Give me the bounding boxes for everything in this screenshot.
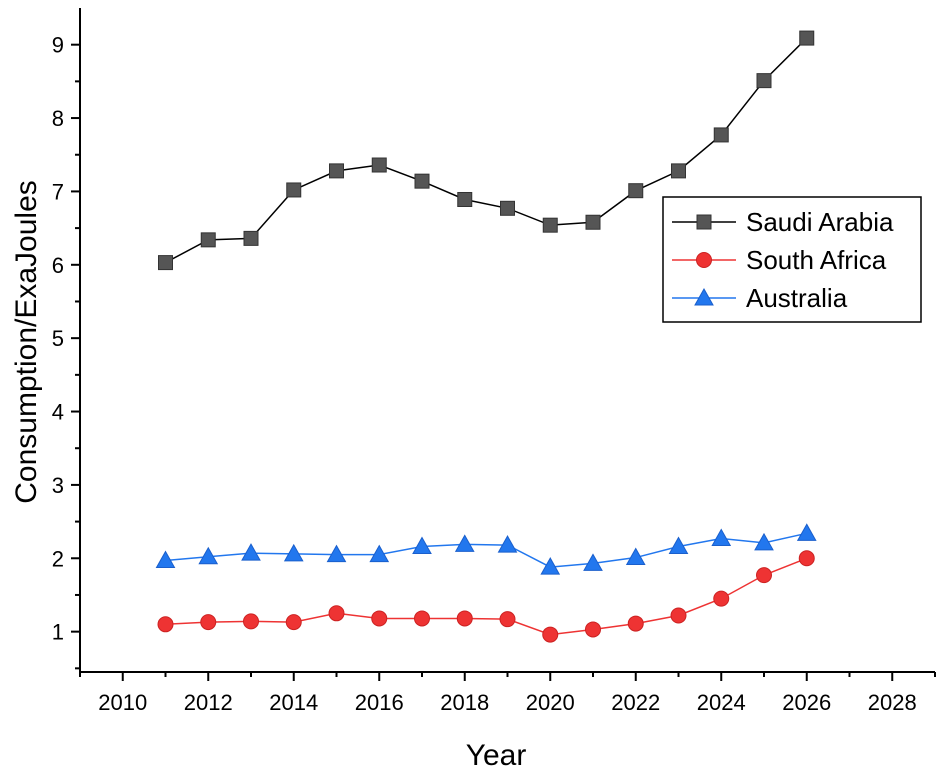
legend-entries: Saudi Arabia South Africa Australia — [672, 207, 894, 313]
axes — [79, 8, 935, 673]
x-tick-label: 2012 — [184, 690, 233, 715]
data-point-saudi-arabia — [542, 217, 558, 233]
data-point-australia — [540, 557, 561, 575]
data-point-south-africa — [756, 567, 772, 584]
data-point-saudi-arabia — [585, 214, 601, 230]
data-point-saudi-arabia — [671, 163, 686, 179]
data-point-south-africa — [627, 615, 644, 632]
series-south-africa — [157, 550, 815, 643]
data-point-saudi-arabia — [628, 183, 644, 199]
x-tick-label: 2022 — [611, 690, 660, 715]
data-point-south-africa — [456, 610, 473, 627]
data-point-australia — [454, 534, 475, 552]
data-point-australia — [497, 535, 518, 553]
series-line-south-africa — [165, 557, 808, 636]
y-tick-label: 2 — [52, 546, 64, 571]
data-point-south-africa — [670, 607, 687, 624]
y-tick-label: 9 — [52, 33, 64, 58]
y-tick-label: 3 — [52, 473, 64, 498]
data-point-saudi-arabia — [158, 255, 173, 271]
data-point-south-africa — [285, 614, 302, 631]
series-line-australia — [165, 532, 807, 568]
legend-label-saudi-arabia: Saudi Arabia — [746, 207, 894, 237]
data-point-australia — [754, 532, 774, 551]
data-point-australia — [326, 544, 347, 563]
y-tick-label: 5 — [52, 326, 64, 351]
series-line-saudi-arabia — [165, 37, 808, 264]
data-point-australia — [369, 544, 390, 563]
legend-marker-south-africa — [696, 252, 712, 268]
data-point-south-africa — [414, 610, 430, 627]
legend-item-south-africa: South Africa — [672, 245, 887, 275]
data-point-saudi-arabia — [414, 173, 430, 189]
data-point-australia — [625, 547, 646, 566]
data-point-australia — [412, 536, 432, 555]
x-tick-label: 2028 — [868, 690, 917, 715]
data-point-saudi-arabia — [329, 163, 344, 179]
x-tick-label: 2014 — [269, 690, 318, 715]
x-tick-label: 2024 — [697, 690, 746, 715]
legend-label-south-africa: South Africa — [746, 245, 887, 275]
y-tick-label: 6 — [52, 253, 64, 278]
y-ticks: 1 2 3 4 5 6 7 8 9 — [52, 33, 80, 670]
data-point-australia — [711, 528, 732, 546]
data-point-saudi-arabia — [799, 30, 815, 46]
y-tick-label: 8 — [52, 106, 64, 131]
x-tick-label: 2010 — [98, 690, 147, 715]
legend-marker-saudi-arabia — [696, 214, 712, 230]
y-tick-label: 7 — [52, 179, 64, 204]
data-point-australia — [583, 553, 603, 571]
x-ticks: 2010 2012 2014 2016 2018 2020 2022 2024 2026 2028 — [79, 672, 936, 715]
data-point-south-africa — [585, 621, 601, 638]
data-point-south-africa — [157, 616, 174, 633]
data-point-saudi-arabia — [286, 182, 302, 198]
data-point-south-africa — [371, 610, 388, 627]
data-point-south-africa — [328, 605, 345, 622]
data-point-australia — [155, 550, 176, 568]
data-point-south-africa — [243, 613, 259, 630]
x-tick-label: 2026 — [782, 690, 831, 715]
data-point-south-africa — [542, 626, 559, 643]
data-point-saudi-arabia — [243, 230, 259, 246]
y-tick-label: 4 — [52, 400, 64, 425]
x-tick-label: 2016 — [355, 690, 404, 715]
data-point-south-africa — [798, 550, 815, 567]
series-layer — [155, 30, 817, 643]
series-saudi-arabia — [158, 30, 815, 271]
legend-label-australia: Australia — [746, 283, 848, 313]
x-axis-title: Year — [466, 739, 527, 772]
data-point-australia — [796, 523, 817, 541]
data-point-saudi-arabia — [457, 191, 473, 207]
data-point-saudi-arabia — [200, 232, 216, 248]
data-point-south-africa — [499, 611, 516, 628]
legend-marker-australia — [694, 287, 714, 306]
data-point-saudi-arabia — [756, 73, 772, 89]
data-point-australia — [241, 543, 261, 561]
x-tick-label: 2020 — [526, 690, 575, 715]
data-point-australia — [283, 543, 304, 562]
legend: Saudi Arabia South Africa Australia — [662, 196, 922, 323]
x-tick-label: 2018 — [440, 690, 489, 715]
data-point-saudi-arabia — [371, 157, 387, 173]
legend-item-australia: Australia — [672, 283, 848, 313]
data-point-saudi-arabia — [713, 127, 729, 143]
data-point-south-africa — [200, 614, 217, 631]
legend-item-saudi-arabia: Saudi Arabia — [672, 207, 894, 237]
y-axis-title: Consumption/ExaJoules — [10, 180, 43, 504]
y-tick-label: 1 — [52, 620, 64, 645]
data-point-australia — [198, 546, 219, 565]
data-point-south-africa — [713, 590, 730, 607]
series-australia — [155, 523, 817, 575]
data-point-australia — [668, 536, 689, 555]
data-point-saudi-arabia — [500, 200, 515, 216]
